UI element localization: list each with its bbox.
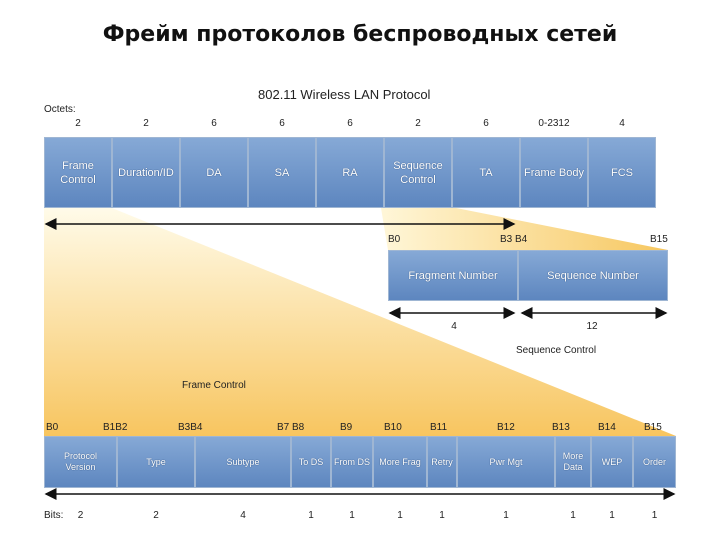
octets-label: Octets:	[44, 104, 76, 115]
octet-size: 6	[279, 118, 285, 129]
frame-control-row: Protocol Version Type Subtype To DS From…	[44, 436, 676, 488]
fc-bit-label: B7 B8	[277, 422, 305, 433]
bit-size: 1	[570, 510, 576, 521]
field-to-ds: To DS	[291, 436, 331, 488]
octet-size: 2	[75, 118, 81, 129]
field-protocol-version: Protocol Version	[44, 436, 117, 488]
bits-label: Bits:	[44, 510, 64, 521]
field-ta: TA	[452, 137, 520, 208]
field-sa: SA	[248, 137, 316, 208]
octet-size: 4	[619, 118, 625, 129]
field-from-ds: From DS	[331, 436, 373, 488]
field-retry: Retry	[427, 436, 457, 488]
fragment-number-size: 4	[451, 321, 457, 332]
frame-control-wedge	[44, 208, 676, 436]
bit-size: 1	[397, 510, 403, 521]
field-duration-id: Duration/ID	[112, 137, 180, 208]
field-fragment-number: Fragment Number	[388, 250, 518, 301]
bit-size: 4	[240, 510, 246, 521]
fc-bit-label: B9	[340, 422, 353, 433]
field-frame-control: Frame Control	[44, 137, 112, 208]
field-da: DA	[180, 137, 248, 208]
field-subtype: Subtype	[195, 436, 291, 488]
fc-bit-label: B0	[46, 422, 59, 433]
sequence-number-size: 12	[586, 321, 598, 332]
fc-bit-label: B3B4	[178, 422, 203, 433]
bit-size: 2	[77, 510, 84, 521]
bit-size: 1	[439, 510, 445, 521]
octet-size: 2	[143, 118, 149, 129]
octet-size: 6	[211, 118, 217, 129]
page-title: Фрейм протоколов беспроводных сетей	[102, 22, 618, 47]
bit-size: 1	[503, 510, 509, 521]
frame-control-caption: Frame Control	[182, 380, 246, 391]
wlan-frame-row: Frame Control Duration/ID DA SA RA Seque…	[44, 137, 656, 208]
seq-bit-b0: B0	[388, 234, 401, 245]
octet-size: 2	[415, 118, 421, 129]
bit-size: 1	[609, 510, 615, 521]
fc-bit-label: B12	[497, 422, 515, 433]
field-ra: RA	[316, 137, 384, 208]
field-order: Order	[633, 436, 676, 488]
fc-bit-label: B10	[384, 422, 402, 433]
diagram-heading: 802.11 Wireless LAN Protocol	[258, 87, 431, 102]
seq-bit-b3b4: B3 B4	[500, 234, 528, 245]
sequence-control-row: Fragment Number Sequence Number	[388, 250, 668, 301]
field-more-frag: More Frag	[373, 436, 427, 488]
octet-size: 6	[347, 118, 353, 129]
bit-size: 1	[308, 510, 314, 521]
bit-size: 2	[153, 510, 159, 521]
field-sequence-number: Sequence Number	[518, 250, 668, 301]
fc-bit-sizes: 2 2 4 1 1 1 1 1 1 1 1	[44, 510, 676, 521]
field-frame-body: Frame Body	[520, 137, 588, 208]
frame-octet-sizes: 2 2 6 6 6 2 6 0-2312 4	[44, 118, 656, 129]
sequence-control-caption: Sequence Control	[516, 345, 597, 356]
octet-size: 6	[483, 118, 489, 129]
octet-size: 0-2312	[538, 118, 570, 129]
field-more-data: More Data	[555, 436, 591, 488]
field-wep: WEP	[591, 436, 633, 488]
fc-bit-label: B1B2	[103, 422, 128, 433]
field-sequence-control: Sequence Control	[384, 137, 452, 208]
field-type: Type	[117, 436, 195, 488]
bit-size: 1	[651, 510, 658, 521]
field-pwr-mgt: Pwr Mgt	[457, 436, 555, 488]
fc-bit-label: B15	[644, 422, 662, 433]
seq-bit-b15: B15	[650, 234, 668, 245]
field-fcs: FCS	[588, 137, 656, 208]
fc-bit-label: B11	[430, 422, 448, 433]
fc-bit-label: B14	[598, 422, 616, 433]
bit-size: 1	[349, 510, 355, 521]
fc-bit-label: B13	[552, 422, 570, 433]
